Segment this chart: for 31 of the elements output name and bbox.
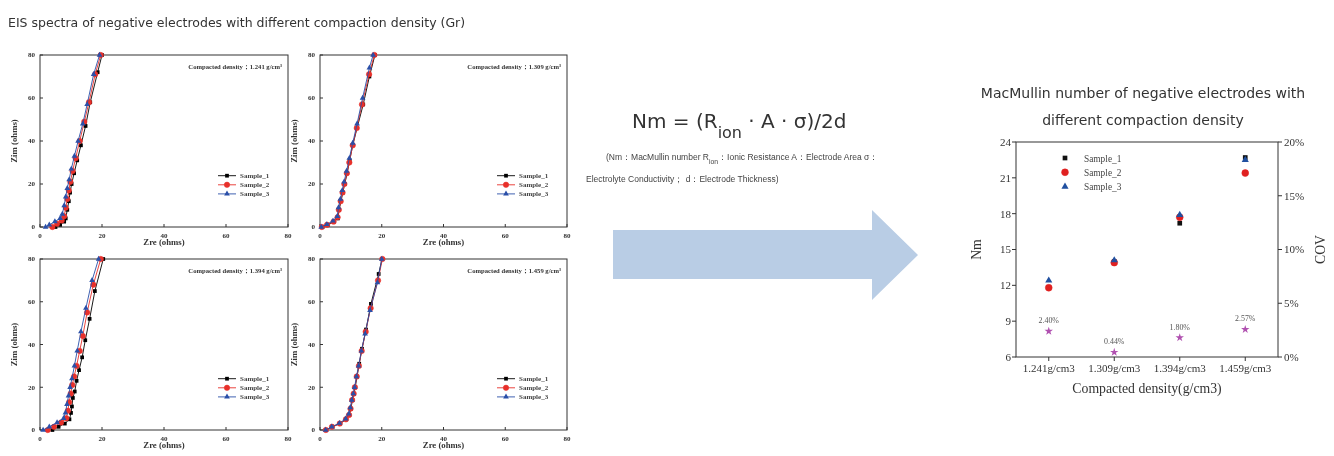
chart-title: MacMullin number of negative electrodes with different compaction density (980, 85, 1306, 128)
y2-tick-label: 20% (1284, 135, 1305, 148)
y2-tick-label: 5% (1284, 297, 1299, 310)
y-axis-title: Zim (ohms) (288, 119, 299, 163)
legend-label: Sample_3 (1084, 182, 1122, 193)
y2-tick-label: 10% (1284, 243, 1305, 256)
legend-label: Sample_2 (1084, 168, 1122, 179)
y-tick-label: 24 (1000, 135, 1012, 148)
y-tick-label: 6 (1005, 350, 1012, 363)
y-tick-label: 18 (1000, 207, 1012, 220)
y2-tick-label: 0% (1284, 350, 1299, 363)
text: (Nm：MacMullin number R$_{ion}$：Ionic Resistance A：Electrode Area σ： (606, 152, 879, 165)
text: Nm = (R$_{ion}$ · A · σ)/2d (632, 109, 847, 142)
y-tick-label: 21 (1000, 171, 1011, 184)
y-axis-title: Nm (968, 238, 984, 260)
y-axis-title: Zim (ohms) (288, 322, 299, 367)
chart-title: EIS spectra of negative electrodes with different compaction density (Gr) (8, 15, 466, 30)
x-tick-label: 1.309g/cm3 (1088, 362, 1141, 374)
x-axis-title: Compacted density(g/cm3) (1072, 381, 1222, 398)
y-tick-label: 12 (1000, 279, 1011, 292)
x-tick-label: 1.241g/cm3 (1022, 362, 1076, 374)
x-tick-label: 1.459g/cm3 (1219, 362, 1272, 374)
y2-tick-label: 15% (1284, 189, 1305, 202)
y-axis-title: Zim (ohms) (8, 119, 19, 163)
text: Electrolyte Conductivity； d：Electrode Thickness) (586, 174, 779, 184)
x-tick-label: 1.394g/cm3 (1153, 362, 1207, 374)
y-tick-label: 15 (1000, 243, 1012, 256)
y-axis-title: Zim (ohms) (8, 322, 19, 367)
legend-label: Sample_1 (1084, 153, 1122, 164)
y2-axis-title: COV (1313, 234, 1329, 265)
y-tick-label: 9 (1005, 315, 1012, 328)
